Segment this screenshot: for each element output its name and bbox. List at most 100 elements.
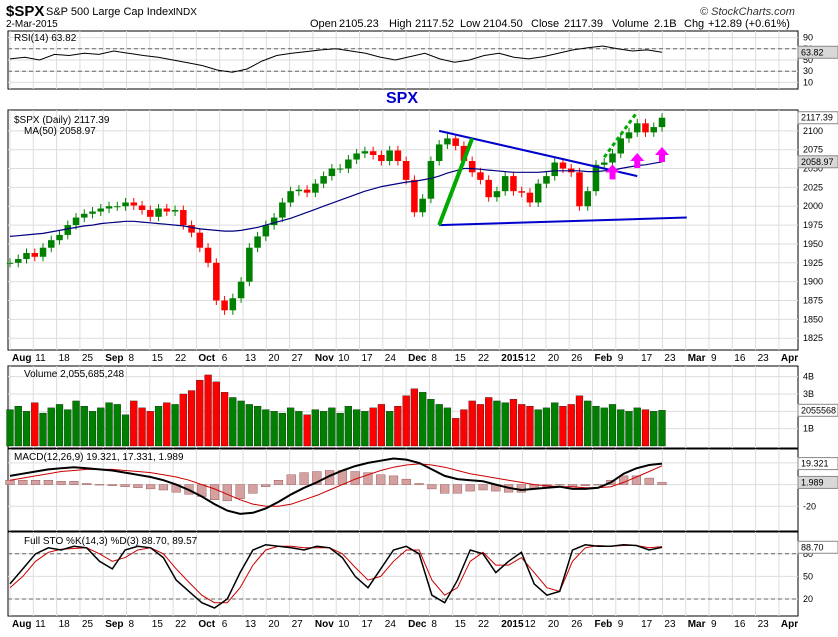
x-tick-label: 16 bbox=[734, 353, 746, 364]
x-tick-label: 27 bbox=[292, 353, 304, 364]
x-tick-label-bottom: Sep bbox=[105, 619, 123, 630]
macd-histogram-bar bbox=[94, 484, 105, 486]
macd-histogram-bar bbox=[452, 484, 463, 494]
volume-bar bbox=[64, 409, 72, 447]
volume-bar bbox=[113, 404, 121, 447]
x-tick-label-bottom: 18 bbox=[59, 619, 71, 630]
price-bar bbox=[328, 168, 336, 177]
spx-annotation: SPX bbox=[386, 90, 418, 107]
price-bar bbox=[386, 150, 393, 162]
x-tick-label-bottom: 27 bbox=[292, 619, 304, 630]
price-bar bbox=[72, 217, 80, 226]
x-tick-label-bottom: 9 bbox=[618, 619, 624, 630]
macd-histogram-bar bbox=[43, 480, 53, 485]
x-tick-label-bottom: Oct bbox=[198, 619, 215, 630]
price-bar bbox=[312, 183, 319, 193]
macd-histogram-bar bbox=[631, 475, 642, 485]
macd-histogram-bar bbox=[261, 484, 271, 487]
high-label: High bbox=[389, 18, 412, 30]
price-bar bbox=[353, 153, 360, 160]
price-bar bbox=[81, 213, 88, 218]
x-tick-label-bottom: 8 bbox=[129, 619, 135, 630]
volume-bar bbox=[303, 414, 311, 447]
magenta-up-arrow bbox=[630, 153, 645, 169]
price-tick-label: 1850 bbox=[803, 314, 823, 324]
series-layer bbox=[5, 45, 667, 609]
volume-bar bbox=[237, 400, 245, 447]
low-value: 2104.50 bbox=[483, 18, 523, 30]
x-tick-label: 22 bbox=[478, 353, 490, 364]
price-bar bbox=[617, 138, 624, 154]
x-tick-label-bottom: Apr bbox=[781, 619, 798, 630]
macd-tick-label: -20 bbox=[803, 501, 816, 511]
price-bar bbox=[510, 176, 517, 192]
volume-bar bbox=[270, 411, 278, 447]
price-bar bbox=[394, 150, 402, 162]
volume-bar bbox=[427, 399, 435, 447]
price-bar bbox=[262, 225, 270, 237]
macd-histogram-bar bbox=[56, 481, 66, 485]
macd-histogram-bar bbox=[120, 484, 130, 487]
x-tick-label-bottom: 13 bbox=[245, 619, 257, 630]
x-tick-label-bottom: 12 bbox=[525, 619, 537, 630]
macd-histogram-bar bbox=[555, 484, 565, 486]
x-tick-label: 12 bbox=[525, 353, 537, 364]
price-bar bbox=[147, 210, 154, 217]
green-projection-line bbox=[603, 111, 639, 159]
x-tick-label: 15 bbox=[152, 353, 164, 364]
volume-bar bbox=[88, 411, 97, 447]
price-bar bbox=[14, 259, 22, 263]
watermark-text: © StockCharts.com bbox=[700, 6, 795, 18]
sto-tick-label: 20 bbox=[803, 594, 813, 604]
macd-legend: MACD(12,26,9) 19.321, 17.331, 1.989 bbox=[14, 452, 184, 463]
price-bar bbox=[369, 151, 377, 155]
x-tick-label-bottom: 17 bbox=[362, 619, 374, 630]
price-bar bbox=[452, 138, 459, 146]
price-tick-label: 1925 bbox=[803, 258, 823, 268]
price-bar bbox=[336, 168, 344, 170]
x-tick-label-bottom: Dec bbox=[408, 619, 427, 630]
x-tick-label-bottom: 23 bbox=[758, 619, 770, 630]
price-bar bbox=[295, 189, 303, 192]
price-bar bbox=[114, 206, 121, 208]
price-tick-label: 2100 bbox=[803, 126, 823, 136]
volume-bar bbox=[121, 414, 130, 447]
macd-histogram-bar bbox=[299, 472, 309, 485]
high-value: 2117.52 bbox=[415, 18, 454, 30]
x-tick-label: 9 bbox=[711, 353, 717, 364]
price-badge: 2117.39 bbox=[801, 113, 833, 123]
price-bar bbox=[444, 138, 451, 145]
volume-bar bbox=[245, 404, 253, 447]
sto-tick-label: 50 bbox=[803, 571, 813, 581]
rsi-badge-box bbox=[797, 45, 838, 59]
price-bar bbox=[576, 172, 583, 207]
x-tick-label-bottom: Aug bbox=[12, 619, 31, 630]
macd-badge: 19.321 bbox=[801, 459, 829, 469]
macd-histogram-bar bbox=[158, 484, 169, 491]
macd-histogram-bar bbox=[30, 480, 41, 485]
volume-bar bbox=[625, 411, 633, 447]
exchange-text: INDX bbox=[173, 7, 197, 18]
price-bar bbox=[460, 145, 468, 162]
lower-support-line bbox=[439, 216, 687, 227]
price-bar bbox=[650, 127, 658, 133]
price-tick-label: 1950 bbox=[803, 239, 823, 249]
volume-bar bbox=[344, 405, 352, 447]
volume-bar bbox=[361, 411, 369, 447]
volume-bar bbox=[600, 407, 608, 447]
volume-bar bbox=[559, 405, 567, 447]
macd-histogram-bar bbox=[273, 480, 284, 485]
macd-histogram-bar bbox=[401, 478, 411, 485]
price-bar bbox=[419, 198, 426, 213]
x-tick-label-bottom: 20 bbox=[548, 619, 560, 630]
price-bar bbox=[180, 210, 187, 226]
price-bar bbox=[229, 298, 237, 311]
x-tick-label: Sep bbox=[105, 353, 123, 364]
price-bar bbox=[402, 161, 410, 180]
price-bar bbox=[518, 191, 525, 193]
x-tick-label: 24 bbox=[385, 353, 397, 364]
price-bar bbox=[155, 208, 162, 217]
price-bar bbox=[303, 189, 311, 193]
macd-histogram-bar bbox=[657, 482, 667, 485]
